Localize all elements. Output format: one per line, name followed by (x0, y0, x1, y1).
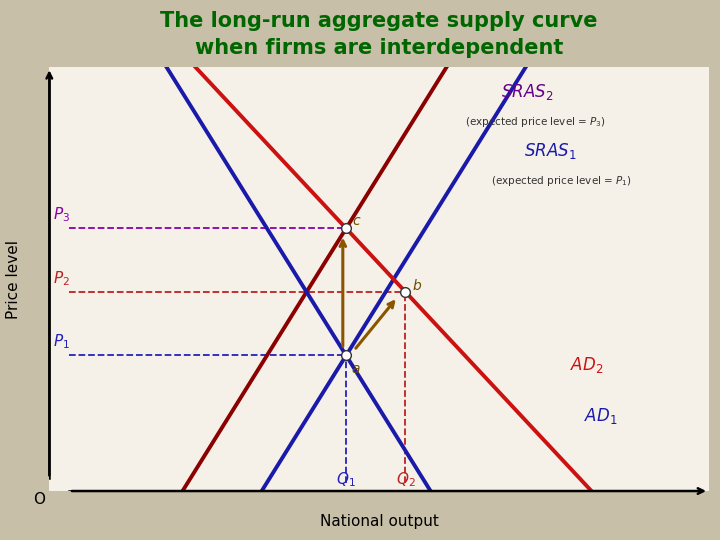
Text: b: b (412, 279, 420, 293)
Text: $SRAS_1$: $SRAS_1$ (524, 141, 577, 161)
Text: (expected price level = $P_1$): (expected price level = $P_1$) (491, 174, 632, 188)
Text: National output: National output (320, 514, 438, 529)
Title: The long-run aggregate supply curve
when firms are interdependent: The long-run aggregate supply curve when… (161, 11, 598, 58)
Text: $Q_1$: $Q_1$ (336, 470, 356, 489)
Text: $P_2$: $P_2$ (53, 269, 69, 288)
Text: Price level: Price level (6, 240, 21, 319)
Text: (expected price level = $P_3$): (expected price level = $P_3$) (465, 114, 606, 129)
Text: $AD_1$: $AD_1$ (584, 406, 617, 426)
Text: $AD_2$: $AD_2$ (570, 355, 603, 375)
Text: $P_1$: $P_1$ (53, 333, 70, 351)
Text: $Q_2$: $Q_2$ (396, 470, 415, 489)
Text: O: O (33, 492, 45, 507)
Text: a: a (351, 362, 360, 376)
Text: c: c (353, 214, 360, 228)
Text: $P_3$: $P_3$ (53, 205, 70, 224)
Text: $SRAS_2$: $SRAS_2$ (501, 82, 554, 102)
